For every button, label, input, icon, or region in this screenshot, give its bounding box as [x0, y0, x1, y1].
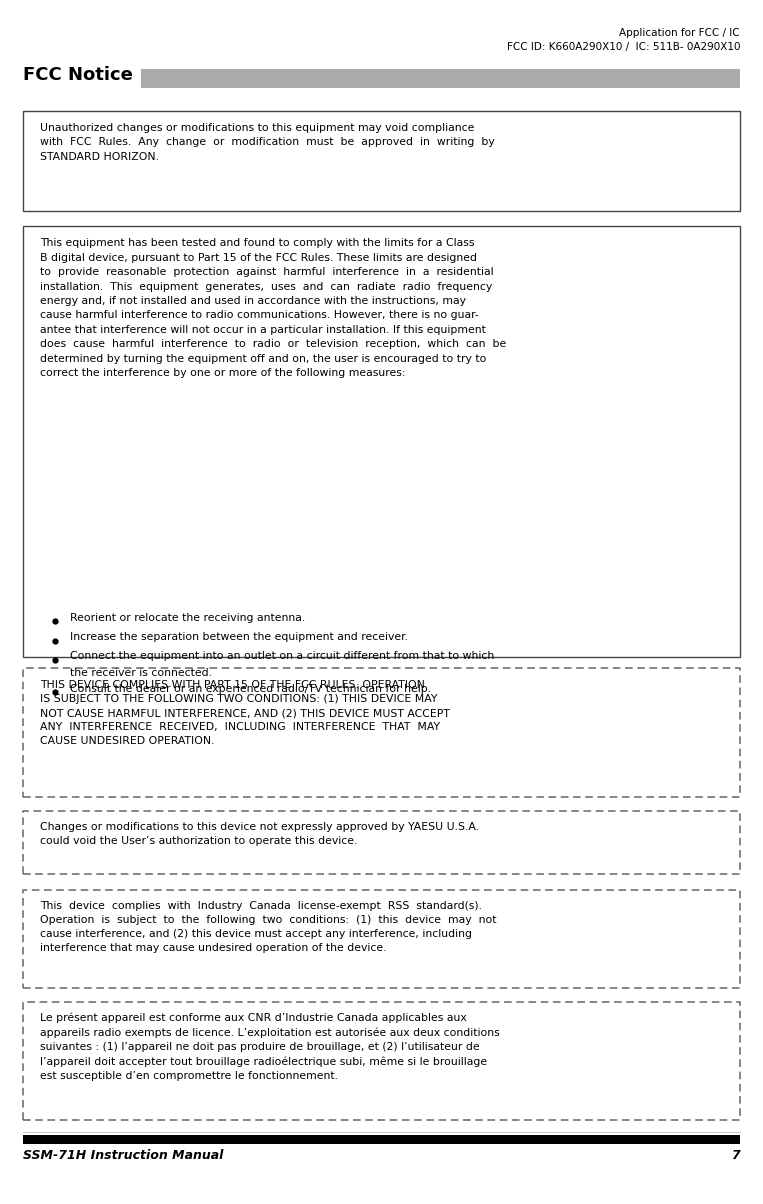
Text: FCC ID: K660A290X10 /  IC: 511B- 0A290X10: FCC ID: K660A290X10 / IC: 511B- 0A290X10	[507, 42, 740, 52]
Text: the receiver is connected.: the receiver is connected.	[70, 668, 212, 678]
Bar	[23, 1135, 740, 1144]
Text: This  device  complies  with  Industry  Canada  license-exempt  RSS  standard(s): This device complies with Industry Canad…	[40, 901, 496, 952]
Text: Application for FCC / IC: Application for FCC / IC	[620, 28, 740, 37]
Text: Reorient or relocate the receiving antenna.: Reorient or relocate the receiving anten…	[70, 613, 305, 622]
Text: Increase the separation between the equipment and receiver.: Increase the separation between the equi…	[70, 632, 408, 642]
Text: FCC Notice: FCC Notice	[23, 66, 133, 84]
Text: Changes or modifications to this device not expressly approved by YAESU U.S.A.
c: Changes or modifications to this device …	[40, 822, 478, 846]
Bar	[23, 111, 740, 211]
Text: THIS DEVICE COMPLIES WITH PART 15 OF THE FCC RULES. OPERATION
IS SUBJECT TO THE : THIS DEVICE COMPLIES WITH PART 15 OF THE…	[40, 680, 449, 746]
Text: Unauthorized changes or modifications to this equipment may void compliance
with: Unauthorized changes or modifications to…	[40, 123, 494, 161]
Text: Consult the dealer or an experienced radio/TV technician for help.: Consult the dealer or an experienced rad…	[70, 684, 431, 694]
Bar	[23, 226, 740, 657]
Text: 7: 7	[732, 1149, 740, 1162]
Text: Connect the equipment into an outlet on a circuit different from that to which: Connect the equipment into an outlet on …	[70, 651, 494, 661]
Text: SSM-71H Instruction Manual: SSM-71H Instruction Manual	[23, 1149, 224, 1162]
Text: Le présent appareil est conforme aux CNR d’Industrie Canada applicables aux
appa: Le présent appareil est conforme aux CNR…	[40, 1013, 500, 1080]
Text: This equipment has been tested and found to comply with the limits for a Class
B: This equipment has been tested and found…	[40, 238, 506, 378]
Bar	[141, 69, 740, 88]
